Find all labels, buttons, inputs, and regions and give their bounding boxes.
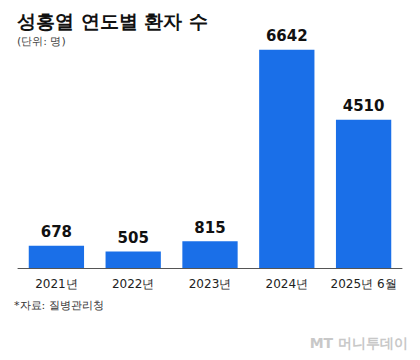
svg-text:815: 815 — [194, 219, 225, 237]
svg-text:MT 머니투데이: MT 머니투데이 — [310, 335, 408, 351]
svg-text:성홍열 연도별 환자 수: 성홍열 연도별 환자 수 — [17, 10, 208, 32]
svg-text:2021년: 2021년 — [35, 277, 78, 291]
svg-text:2024년: 2024년 — [266, 277, 309, 291]
svg-text:(단위: 명): (단위: 명) — [17, 35, 66, 48]
svg-text:*자료: 질병관리청: *자료: 질병관리청 — [14, 299, 104, 312]
svg-text:2025년 6월: 2025년 6월 — [331, 277, 397, 291]
svg-text:2022년: 2022년 — [112, 277, 155, 291]
svg-text:505: 505 — [118, 229, 149, 247]
svg-text:678: 678 — [41, 223, 72, 241]
svg-text:6642: 6642 — [266, 27, 308, 45]
svg-text:2023년: 2023년 — [189, 277, 232, 291]
svg-text:4510: 4510 — [343, 97, 385, 115]
